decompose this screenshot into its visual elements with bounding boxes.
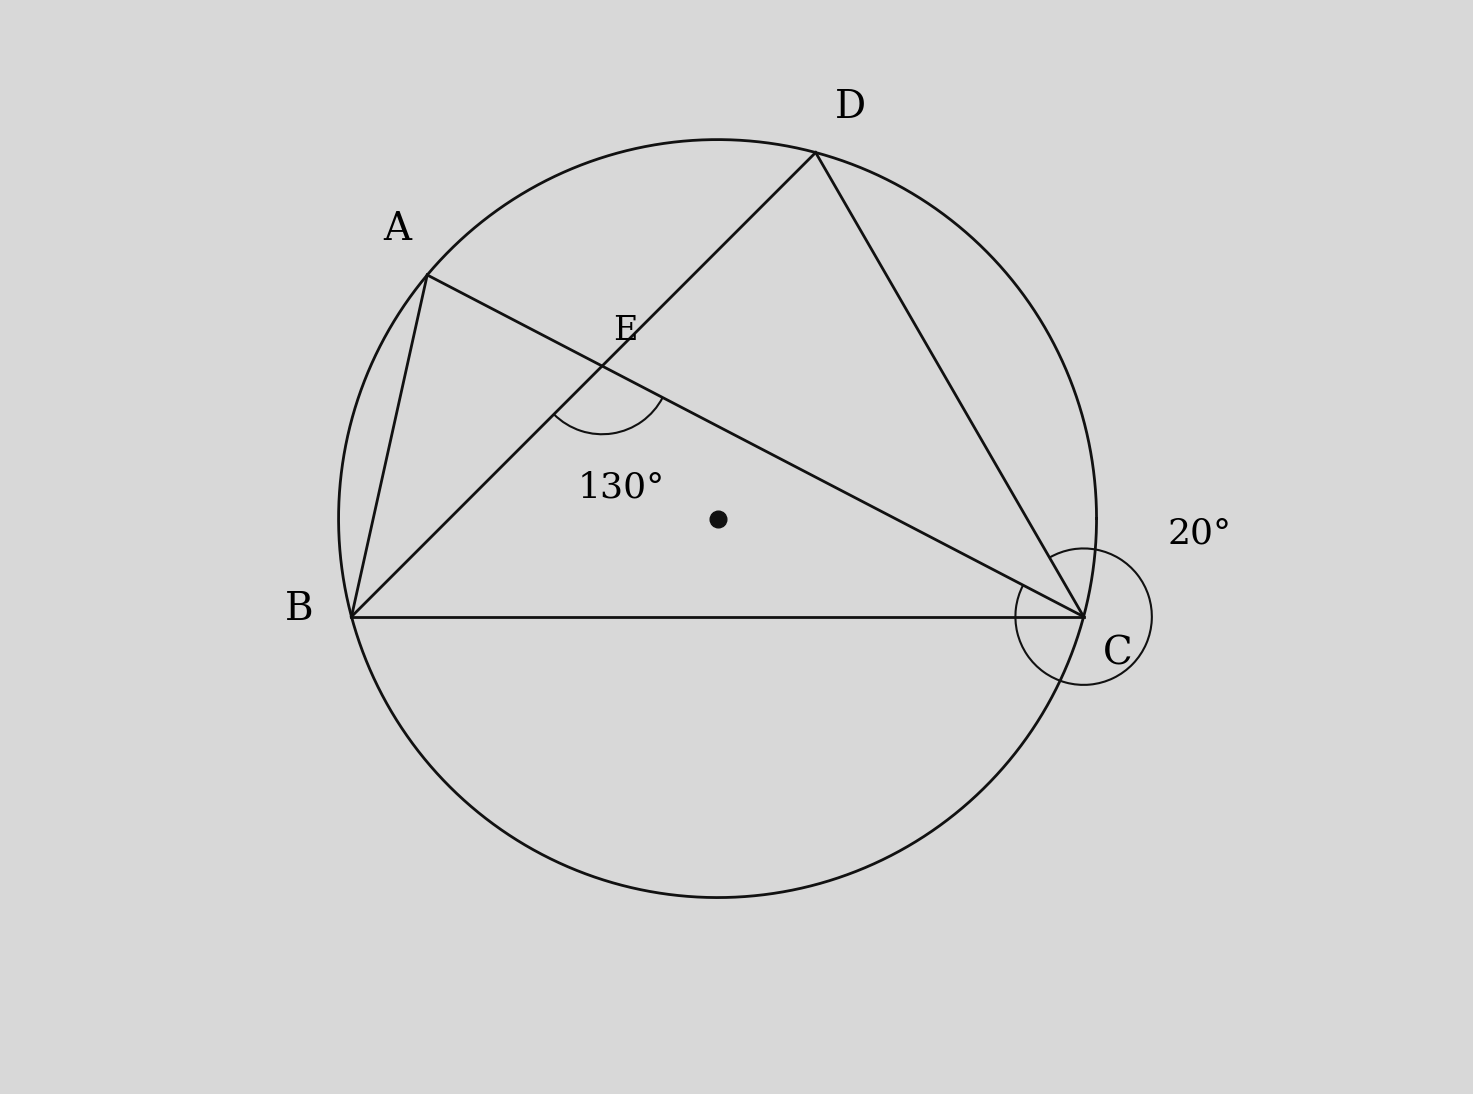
- Text: C: C: [1103, 636, 1133, 673]
- Text: B: B: [284, 591, 314, 628]
- Text: A: A: [383, 211, 411, 248]
- Text: D: D: [835, 89, 866, 126]
- Text: E: E: [613, 315, 638, 347]
- Text: 20°: 20°: [1167, 516, 1231, 550]
- Text: 130°: 130°: [577, 470, 664, 504]
